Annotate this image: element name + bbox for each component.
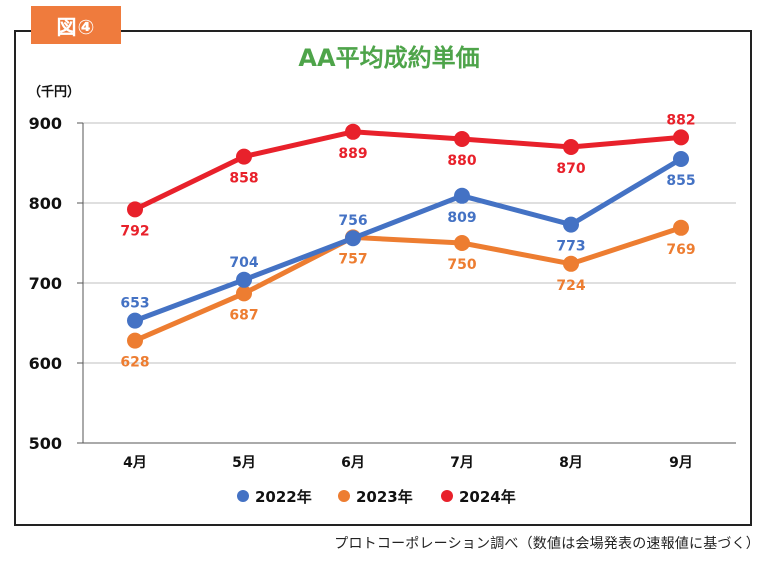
data-label: 880 xyxy=(447,153,476,169)
data-label: 773 xyxy=(556,239,585,255)
data-point xyxy=(127,201,143,218)
data-label: 809 xyxy=(447,210,476,226)
x-tick-label: 4月 xyxy=(123,455,147,471)
legend-label: 2024年 xyxy=(459,488,516,506)
x-tick-label: 7月 xyxy=(450,455,474,471)
y-tick-label: 600 xyxy=(29,354,62,373)
legend-marker xyxy=(441,490,453,502)
data-label: 687 xyxy=(229,307,258,323)
data-label: 704 xyxy=(229,255,258,271)
series-line-2023年 xyxy=(132,225,684,344)
data-label: 882 xyxy=(666,112,695,128)
y-tick-label: 700 xyxy=(29,274,62,293)
series-line-2024年 xyxy=(132,129,684,212)
data-label: 750 xyxy=(447,257,476,273)
data-point xyxy=(236,285,252,302)
data-label: 855 xyxy=(666,173,695,189)
chart-title: AA平均成約単価 xyxy=(298,44,479,72)
legend-label: 2022年 xyxy=(255,488,312,506)
data-point xyxy=(127,332,143,349)
data-point xyxy=(563,216,579,233)
data-label: 858 xyxy=(229,171,258,187)
legend-label: 2023年 xyxy=(356,488,413,506)
data-label: 757 xyxy=(338,251,367,267)
series-line-2022年 xyxy=(132,156,684,324)
y-tick-label: 500 xyxy=(29,434,62,453)
x-tick-label: 6月 xyxy=(341,455,365,471)
data-point xyxy=(454,131,470,147)
data-point xyxy=(673,219,689,236)
data-point xyxy=(345,230,361,247)
legend-marker xyxy=(237,490,249,502)
data-point xyxy=(563,255,579,272)
data-label: 628 xyxy=(120,355,149,371)
x-tick-label: 8月 xyxy=(559,455,583,471)
y-tick-label: 900 xyxy=(29,114,62,133)
figure-badge: 図④ xyxy=(31,6,121,44)
data-label: 889 xyxy=(338,146,367,162)
x-tick-label: 9月 xyxy=(669,455,693,471)
data-point xyxy=(673,151,689,167)
data-point xyxy=(454,187,470,204)
data-label: 724 xyxy=(556,278,585,294)
data-point xyxy=(127,312,143,329)
data-point xyxy=(345,123,361,140)
data-label: 870 xyxy=(556,161,585,177)
data-point xyxy=(673,129,689,146)
data-label: 792 xyxy=(120,223,149,239)
source-note: プロトコーポレーション調べ（数値は会場発表の速報値に基づく） xyxy=(334,536,760,552)
data-point xyxy=(236,271,252,288)
data-point xyxy=(454,235,470,251)
legend-marker xyxy=(338,490,350,502)
x-tick-label: 5月 xyxy=(232,455,256,471)
data-label: 756 xyxy=(338,213,367,229)
data-label: 653 xyxy=(120,296,149,312)
data-label: 769 xyxy=(666,242,695,258)
y-unit-label: （千円） xyxy=(28,84,80,100)
data-point xyxy=(236,148,252,165)
data-point xyxy=(563,139,579,155)
y-tick-label: 800 xyxy=(29,194,62,213)
